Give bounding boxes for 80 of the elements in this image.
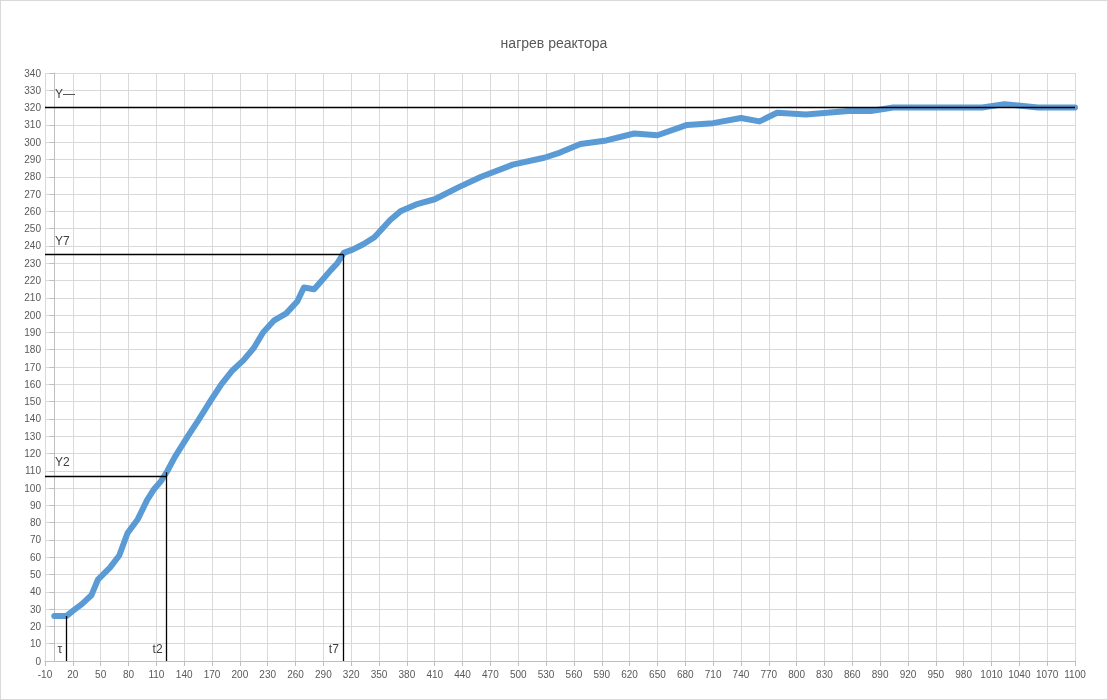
x-tick-label: 440 [454,668,472,680]
ref-line-label: t7 [328,642,340,656]
x-tick-label: 680 [676,668,695,680]
x-tick-label: 710 [704,668,722,680]
x-tick-label: 530 [537,668,555,680]
x-tick-label: 140 [175,668,193,680]
ref-line-label: τ [57,642,63,656]
y-tick-label: 110 [25,465,42,477]
chart-title: нагрев реактора [500,35,608,51]
x-tick-label: -10 [37,668,53,680]
y-tick-label: 80 [29,517,42,529]
x-tick-label: 260 [287,668,305,680]
x-tick-label: 890 [871,668,889,680]
y-tick-label: 220 [24,275,42,287]
x-tick-label: 170 [203,668,221,680]
y-tick-label: 250 [24,223,42,235]
x-tick-label: 470 [482,668,500,680]
x-tick-label: 230 [259,668,277,680]
x-tick-label: 830 [816,668,834,680]
x-tick-label: 320 [342,668,360,680]
x-tick-label: 410 [426,668,444,680]
x-tick-label: 50 [95,668,107,680]
x-tick-label: 350 [370,668,388,680]
y-tick-label: 230 [24,257,42,269]
ref-line-label: Y2 [55,454,70,469]
x-tick-label: 200 [231,668,249,680]
y-tick-label: 0 [35,655,42,667]
ref-line-label: t2 [152,642,163,656]
y-tick-label: 140 [24,413,42,425]
x-tick-label: 920 [899,668,917,680]
x-tick-label: 800 [788,668,806,680]
y-tick-label: 210 [24,292,42,304]
x-tick-label: 620 [621,668,639,680]
x-tick-label: 950 [927,668,945,680]
y-tick-label: 70 [29,534,42,546]
y-tick-label: 240 [24,240,42,252]
y-tick-label: 30 [29,603,42,615]
x-tick-label: 20 [67,668,79,680]
y-tick-label: 200 [24,309,42,321]
y-tick-label: 170 [24,361,42,373]
x-tick-label: 560 [565,668,583,680]
x-tick-label: 740 [732,668,750,680]
y-tick-label: 120 [24,447,42,459]
y-tick-label: 190 [24,326,42,338]
y-tick-label: 160 [24,378,42,390]
y-tick-label: 130 [24,430,42,442]
y-tick-label: 180 [24,344,42,356]
y-tick-label: 150 [24,396,42,408]
x-tick-label: 110 [148,668,165,680]
y-tick-label: 90 [29,499,42,511]
y-tick-label: 300 [24,136,42,148]
x-tick-label: 1040 [1008,668,1031,680]
y-tick-label: 320 [24,102,42,114]
y-tick-label: 340 [24,67,42,79]
x-tick-label: 290 [315,668,333,680]
x-tick-label: 1070 [1036,668,1059,680]
ref-line-label: Y— [55,86,76,101]
x-tick-label: 1100 [1064,668,1087,680]
x-tick-label: 590 [593,668,611,680]
y-tick-label: 290 [24,153,42,165]
y-tick-label: 270 [24,188,42,200]
x-tick-label: 80 [122,668,135,680]
ref-line-label: Y7 [55,233,70,248]
x-tick-label: 860 [843,668,862,680]
y-tick-label: 100 [24,482,42,494]
y-tick-label: 260 [24,205,42,217]
y-tick-label: 40 [29,586,42,598]
y-tick-label: 330 [24,84,42,96]
y-tick-label: 60 [29,551,42,563]
y-tick-label: 50 [29,569,42,581]
y-tick-label: 20 [29,620,42,632]
y-tick-label: 280 [24,171,42,183]
y-tick-label: 310 [24,119,42,131]
x-tick-label: 500 [509,668,528,680]
x-tick-label: 380 [398,668,416,680]
x-tick-label: 650 [649,668,667,680]
x-tick-label: 770 [760,668,778,680]
x-tick-label: 980 [955,668,973,680]
y-tick-label: 10 [29,638,42,650]
x-tick-label: 1010 [980,668,1004,680]
